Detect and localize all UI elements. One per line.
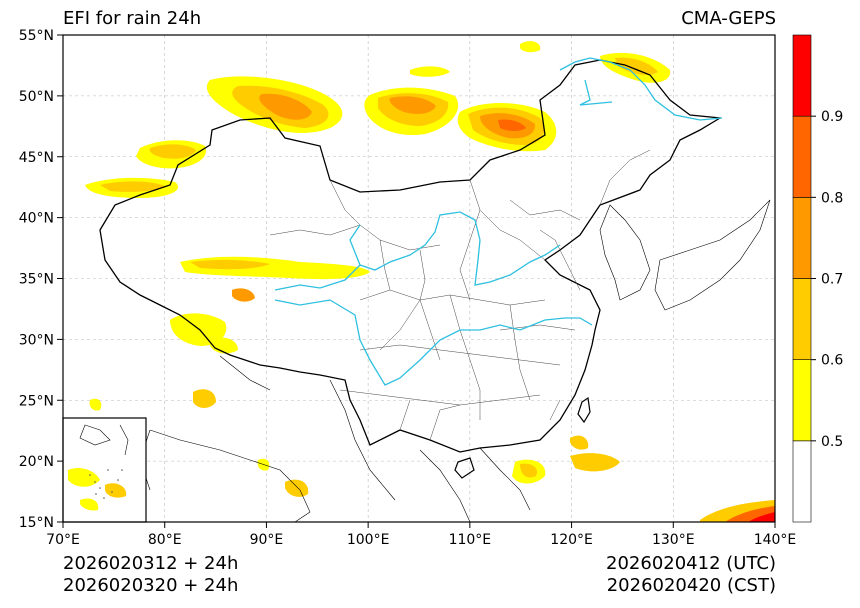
lon-tick-label: 110°E <box>449 532 492 548</box>
hainan-coast <box>454 457 475 479</box>
efi-area-tibet-south <box>170 313 227 346</box>
lat-tick-label: 55°N <box>19 28 54 44</box>
map-axis-ticks: 70°E 80°E 90°E 100°E 110°E 120°E 130°E 140°E 15°… <box>19 28 797 548</box>
efi-area-mongolia-central-peak <box>389 96 436 114</box>
lon-tick-label: 140°E <box>754 532 797 548</box>
model-name: CMA-GEPS <box>681 8 776 29</box>
lat-tick-label: 20°N <box>19 454 54 470</box>
efi-area-tibet-west <box>232 288 255 302</box>
colorbar: 0.5 0.6 0.7 0.8 0.9 <box>792 34 843 523</box>
nen-river <box>579 79 613 106</box>
valid-time-cst: 2026020420 (CST) <box>606 575 776 596</box>
lat-tick-label: 15°N <box>19 515 54 531</box>
init-time-utc: 2026020312 + 24h <box>63 553 239 574</box>
efi-area-xinjiang-north-core <box>149 144 196 159</box>
colorbar-label: 0.6 <box>821 353 843 369</box>
tarim-link <box>349 224 361 266</box>
efi-area-xinjiang-band-core <box>100 181 165 192</box>
taiwan-coast <box>577 396 591 424</box>
colorbar-segment <box>792 359 812 442</box>
province-boundaries <box>269 149 651 441</box>
lat-tick-label: 30°N <box>19 332 54 348</box>
lon-tick-label: 130°E <box>652 532 695 548</box>
map-title: EFI for rain 24h <box>63 8 202 29</box>
efi-area-india-3 <box>285 479 309 497</box>
colorbar-label: 0.7 <box>821 272 843 288</box>
init-time-cst: 2026020320 + 24h <box>63 575 239 596</box>
efi-area-india-1 <box>193 389 216 408</box>
efi-area-mongolia-west-peak <box>259 93 312 120</box>
colorbar-segment <box>792 278 812 360</box>
northeast-river <box>559 57 723 121</box>
efi-shading <box>85 41 775 522</box>
efi-area-heilongjiang-core <box>615 57 658 75</box>
efi-area-north-strip <box>410 66 450 77</box>
lon-tick-label: 90°E <box>250 532 284 548</box>
lon-tick-label: 70°E <box>46 532 80 548</box>
colorbar-segment <box>792 34 812 117</box>
colorbar-segment <box>792 197 812 279</box>
colorbar-label: 0.5 <box>821 434 843 450</box>
lon-tick-label: 120°E <box>550 532 593 548</box>
lat-tick-label: 25°N <box>19 393 54 409</box>
lon-tick-label: 80°E <box>148 532 182 548</box>
efi-area-taiwan <box>570 435 589 450</box>
lat-tick-label: 35°N <box>19 272 54 288</box>
lat-tick-label: 45°N <box>19 150 54 166</box>
yangtze-river <box>274 299 593 386</box>
efi-area-tibet-band-core <box>190 259 270 270</box>
rivers <box>274 57 723 386</box>
colorbar-segment <box>792 440 812 523</box>
yellow-river <box>274 211 561 291</box>
efi-area-india-2 <box>89 398 102 411</box>
valid-time-utc: 2026020412 (UTC) <box>606 553 776 574</box>
china-border <box>99 59 723 453</box>
lon-tick-label: 100°E <box>347 532 390 548</box>
country-outlines <box>139 199 771 522</box>
efi-area-philippines <box>570 453 620 472</box>
efi-area-sea-2 <box>520 463 538 478</box>
efi-area-pacific-peak <box>748 512 775 522</box>
south-china-sea-inset <box>62 417 147 523</box>
lat-tick-label: 50°N <box>19 89 54 105</box>
efi-area-north-strip-2 <box>520 41 541 53</box>
colorbar-segment <box>792 115 812 198</box>
colorbar-label: 0.8 <box>821 190 843 206</box>
colorbar-label: 0.9 <box>821 109 843 125</box>
efi-area-inner-mongolia-max <box>498 119 526 131</box>
lat-tick-label: 40°N <box>19 211 54 227</box>
